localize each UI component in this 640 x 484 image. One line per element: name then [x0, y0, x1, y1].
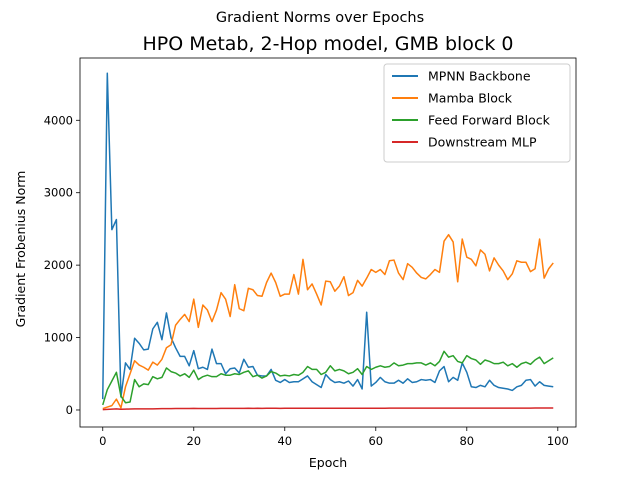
x-tick-label: 0 [99, 434, 106, 448]
series-line-mpnn-backbone [102, 72, 554, 400]
legend-box [383, 63, 571, 163]
y-tick-label: 1000 [44, 331, 73, 345]
x-tick-label: 60 [368, 434, 383, 448]
y-tick-label: 4000 [44, 113, 73, 127]
x-tick-label: 20 [186, 434, 201, 448]
x-tick-label: 100 [547, 434, 569, 448]
x-axis-label: Epoch [309, 455, 347, 470]
legend-label: MPNN Backbone [428, 69, 531, 84]
x-tick-label: 80 [459, 434, 474, 448]
chart-suptitle: Gradient Norms over Epochs [216, 10, 424, 26]
chart-title: HPO Metab, 2-Hop model, GMB block 0 [143, 33, 514, 55]
series-line-feed-forward-block [102, 350, 554, 406]
y-tick-label: 0 [66, 403, 73, 417]
series-line-mamba-block [102, 233, 554, 410]
series-line-downstream-mlp [102, 407, 554, 411]
legend: MPNN Backbone Mamba Block Feed Forward Blo… [383, 63, 571, 163]
y-tick-label: 2000 [44, 258, 73, 272]
y-tick-label: 3000 [44, 186, 73, 200]
y-axis-label: Gradient Frobenius Norm [13, 171, 28, 328]
legend-label: Downstream MLP [428, 135, 537, 150]
x-tick-label: 40 [277, 434, 292, 448]
legend-label: Mamba Block [428, 91, 513, 106]
axes-frame [79, 57, 577, 428]
legend-label: Feed Forward Block [428, 113, 551, 128]
